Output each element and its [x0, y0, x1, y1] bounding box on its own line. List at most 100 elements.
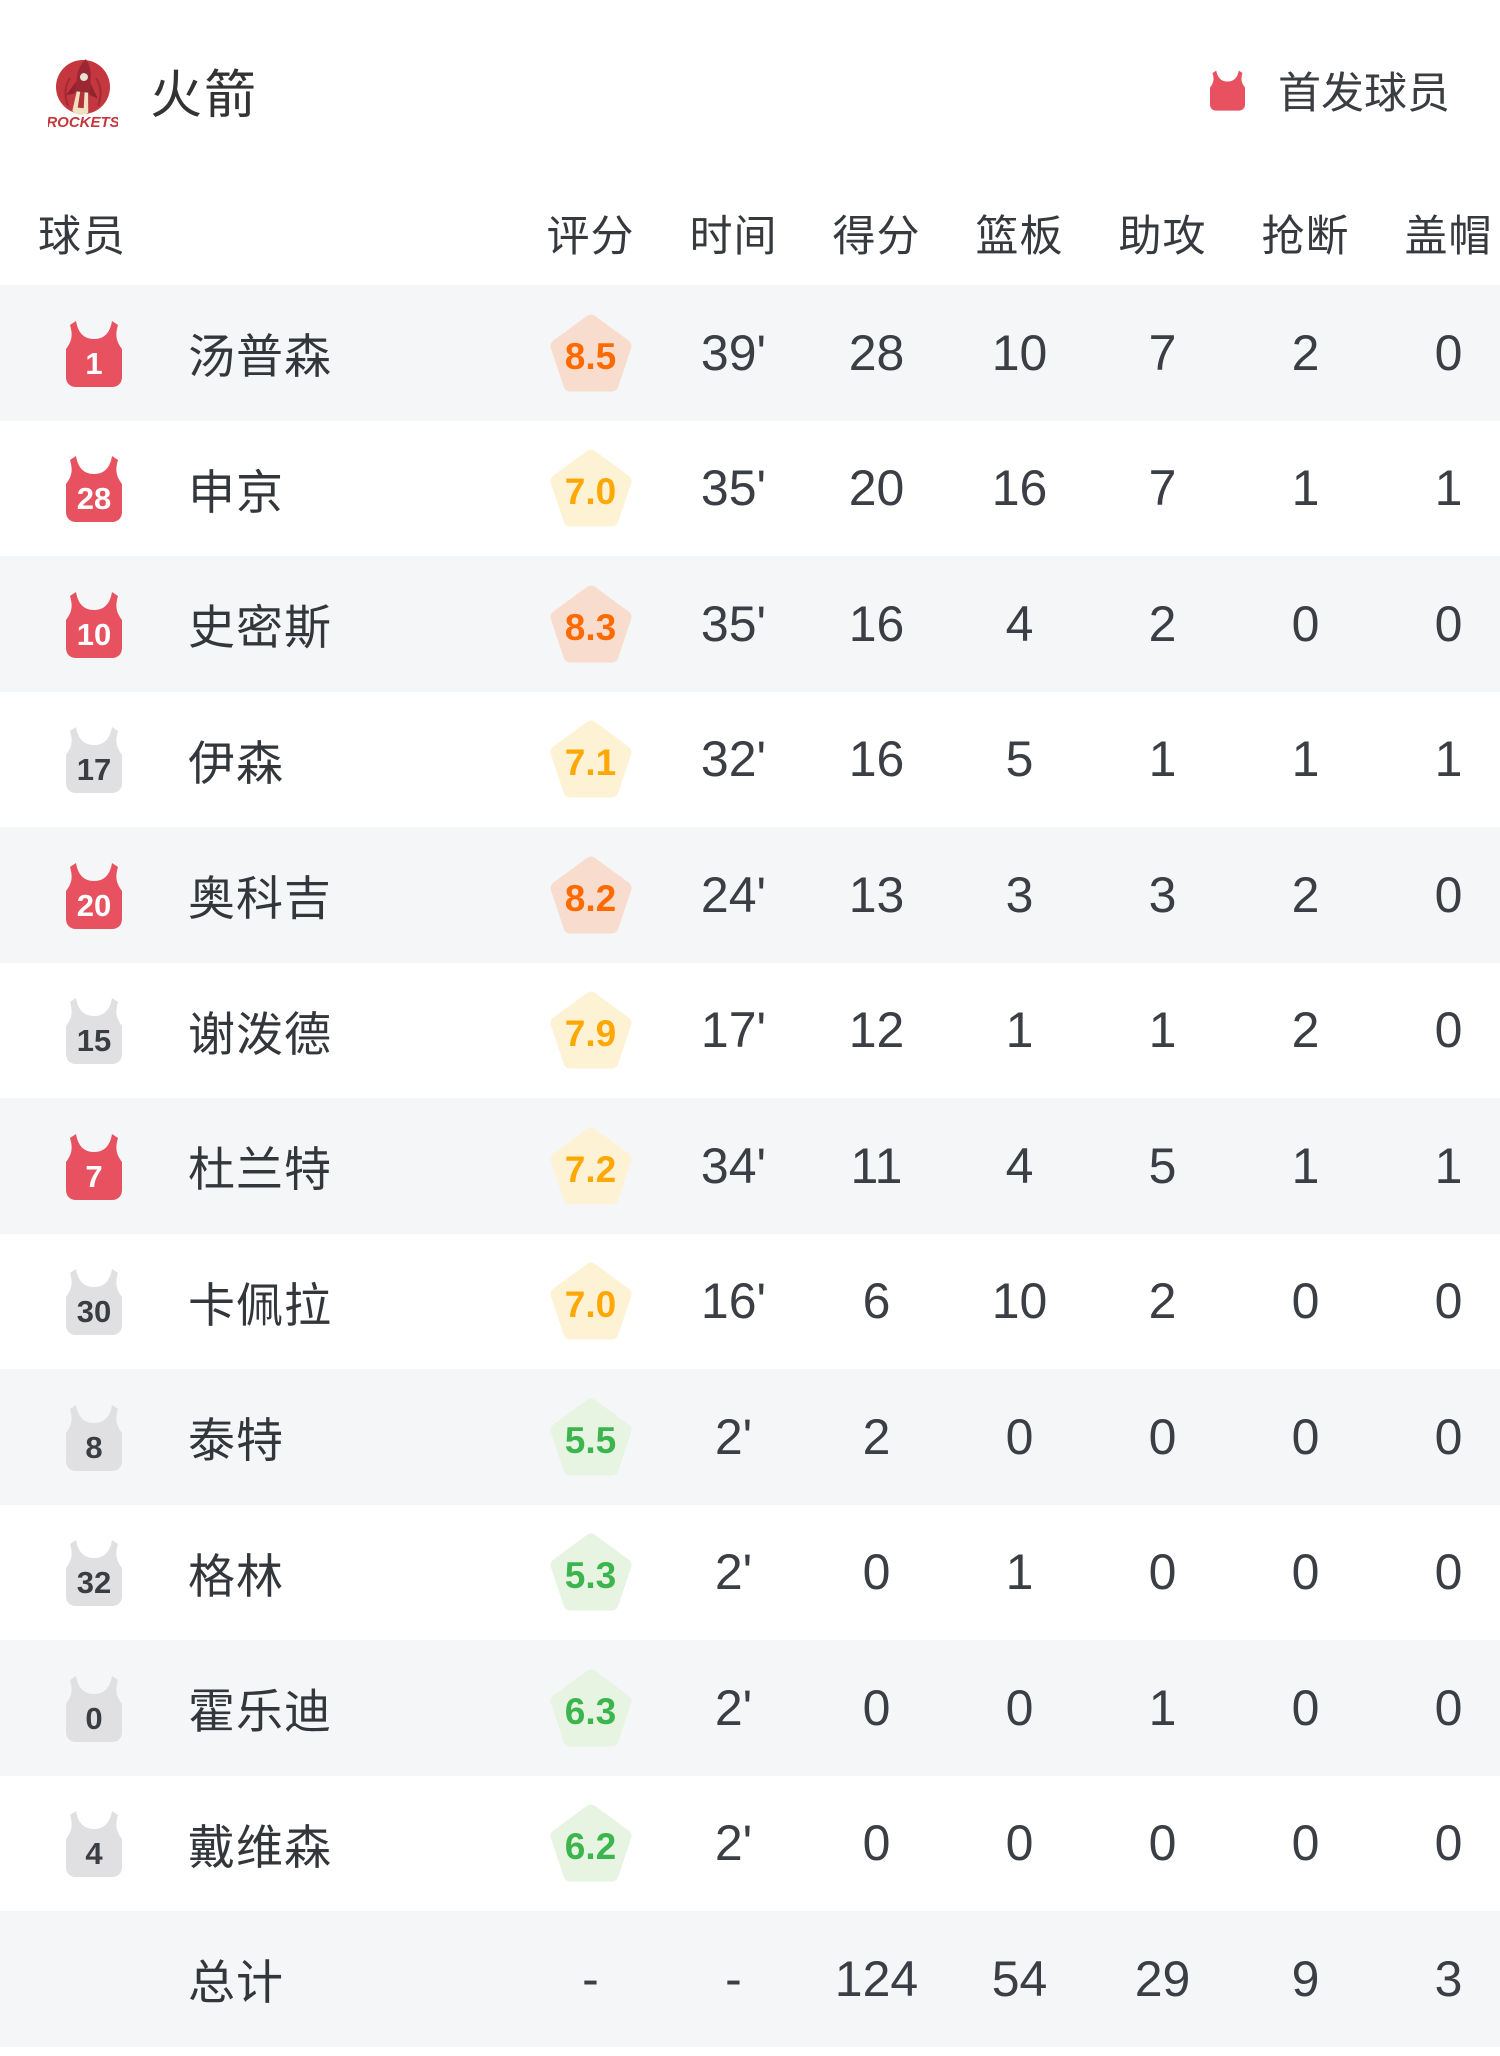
rockets-logo-text: ROCKETS: [48, 114, 118, 131]
col-rebounds: 篮板: [975, 212, 1064, 261]
stat-rebounds: 16: [991, 460, 1048, 517]
rating-badge: 8.5: [550, 314, 632, 392]
stat-points: 13: [848, 866, 905, 923]
bench-jersey-icon: 8: [56, 1399, 132, 1475]
stat-steals: 1: [1291, 460, 1320, 517]
player-row[interactable]: 4 戴维森 6.2 2' 0 0 0 0 0: [0, 1776, 1500, 1912]
rating-value: 5.3: [564, 1555, 617, 1597]
stat-rebounds: 1: [1005, 1544, 1034, 1601]
stat-time: 16': [700, 1273, 767, 1330]
player-name: 史密斯: [188, 601, 332, 655]
jersey-number: 4: [85, 1836, 103, 1872]
rating-value: 8.5: [564, 335, 617, 377]
jersey-number: 8: [85, 1429, 103, 1465]
stat-time: 24': [700, 866, 767, 923]
player-name: 卡佩拉: [188, 1278, 332, 1332]
stat-assists: 0: [1148, 1408, 1177, 1465]
total-label: 总计: [188, 1956, 284, 2010]
rating-value: 7.9: [564, 1013, 617, 1055]
player-row[interactable]: 10 史密斯 8.3 35' 16 4 2 0 0: [0, 556, 1500, 692]
stat-time: 2': [714, 1544, 753, 1601]
stat-steals: 1: [1291, 1137, 1320, 1194]
stat-time: 35': [700, 595, 767, 652]
jersey-number: 7: [85, 1158, 103, 1194]
jersey-number: 20: [76, 887, 112, 923]
starter-legend-label: 首发球员: [1278, 70, 1450, 118]
stat-points: 0: [862, 1544, 891, 1601]
stat-time: 2': [714, 1815, 753, 1872]
stat-steals: 0: [1291, 595, 1320, 652]
team-header: ROCKETS 火箭 首发球员: [0, 0, 1500, 180]
player-row[interactable]: 8 泰特 5.5 2' 2 0 0 0 0: [0, 1369, 1500, 1505]
rating-value: 7.0: [564, 471, 617, 513]
player-name: 泰特: [188, 1414, 284, 1468]
stat-time: 39': [700, 324, 767, 381]
stat-points: 28: [848, 324, 905, 381]
rating-badge: 5.5: [550, 1398, 632, 1476]
jersey-number: 17: [76, 752, 112, 788]
stat-steals: 2: [1291, 324, 1320, 381]
starter-jersey-icon: 7: [56, 1128, 132, 1204]
stat-blocks: 1: [1434, 1137, 1463, 1194]
player-row[interactable]: 0 霍乐迪 6.3 2' 0 0 1 0 0: [0, 1640, 1500, 1776]
stat-points: 12: [848, 1002, 905, 1059]
rating-badge: 8.3: [550, 585, 632, 663]
stat-blocks: 0: [1434, 324, 1463, 381]
stat-assists: 1: [1148, 731, 1177, 788]
stat-rebounds: 0: [1005, 1408, 1034, 1465]
stat-points: 11: [850, 1137, 903, 1194]
stat-rebounds: 4: [1005, 1137, 1034, 1194]
stat-rebounds: 0: [1005, 1679, 1034, 1736]
bench-jersey-icon: 15: [56, 992, 132, 1068]
stat-blocks: 0: [1434, 595, 1463, 652]
rating-badge: 6.3: [550, 1669, 632, 1747]
stat-assists: 7: [1148, 460, 1177, 517]
player-row[interactable]: 7 杜兰特 7.2 34' 11 4 5 1 1: [0, 1098, 1500, 1234]
total-steals: 9: [1291, 1950, 1320, 2007]
jersey-number: 32: [76, 1565, 112, 1601]
stat-assists: 1: [1148, 1679, 1177, 1736]
stat-assists: 1: [1148, 1002, 1177, 1059]
player-row[interactable]: 30 卡佩拉 7.0 16' 6 10 2 0 0: [0, 1234, 1500, 1370]
player-name: 格林: [188, 1549, 284, 1603]
starter-jersey-icon: [1210, 70, 1245, 111]
stat-blocks: 0: [1434, 1815, 1463, 1872]
player-row[interactable]: 17 伊森 7.1 32' 16 5 1 1 1: [0, 692, 1500, 828]
total-blocks: 3: [1434, 1950, 1463, 2007]
starter-jersey-icon: 20: [56, 857, 132, 933]
stat-assists: 5: [1148, 1137, 1177, 1194]
stat-blocks: 0: [1434, 1002, 1463, 1059]
player-row[interactable]: 20 奥科吉 8.2 24' 13 3 3 2 0: [0, 827, 1500, 963]
stat-time: 34': [700, 1137, 767, 1194]
rockets-team-logo: ROCKETS: [48, 59, 118, 132]
stat-time: 35': [700, 460, 767, 517]
player-table: 1 汤普森 8.5 39' 28 10 7 2 0 28 申京 7.0 35' 20 16 7 1 1 10 史密斯 8…: [0, 285, 1500, 1911]
jersey-number: 10: [76, 616, 112, 652]
stat-time: 17': [700, 1002, 767, 1059]
jersey-number: 0: [85, 1700, 103, 1736]
stat-points: 6: [862, 1273, 891, 1330]
stat-rebounds: 0: [1005, 1815, 1034, 1872]
stat-points: 0: [862, 1679, 891, 1736]
stat-points: 20: [848, 460, 905, 517]
rating-badge: 7.2: [550, 1127, 632, 1205]
stat-rebounds: 4: [1005, 595, 1034, 652]
stat-rebounds: 3: [1005, 866, 1034, 923]
rating-badge: 7.1: [550, 720, 632, 798]
rating-value: 6.3: [564, 1690, 617, 1732]
stat-assists: 2: [1148, 595, 1177, 652]
player-row[interactable]: 32 格林 5.3 2' 0 1 0 0 0: [0, 1505, 1500, 1641]
stat-assists: 7: [1148, 324, 1177, 381]
col-time: 时间: [689, 212, 778, 261]
player-row[interactable]: 15 谢泼德 7.9 17' 12 1 1 2 0: [0, 963, 1500, 1099]
jersey-number: 28: [76, 481, 112, 517]
player-row[interactable]: 1 汤普森 8.5 39' 28 10 7 2 0: [0, 285, 1500, 421]
stat-steals: 2: [1291, 866, 1320, 923]
stat-assists: 0: [1148, 1544, 1177, 1601]
stat-steals: 0: [1291, 1815, 1320, 1872]
player-row[interactable]: 28 申京 7.0 35' 20 16 7 1 1: [0, 421, 1500, 557]
player-name: 申京: [188, 465, 284, 519]
rating-value: 8.3: [564, 606, 617, 648]
stat-time: 2': [714, 1679, 753, 1736]
table-column-header: 球员 评分 时间 得分 篮板 助攻 抢断 盖帽: [0, 180, 1500, 285]
